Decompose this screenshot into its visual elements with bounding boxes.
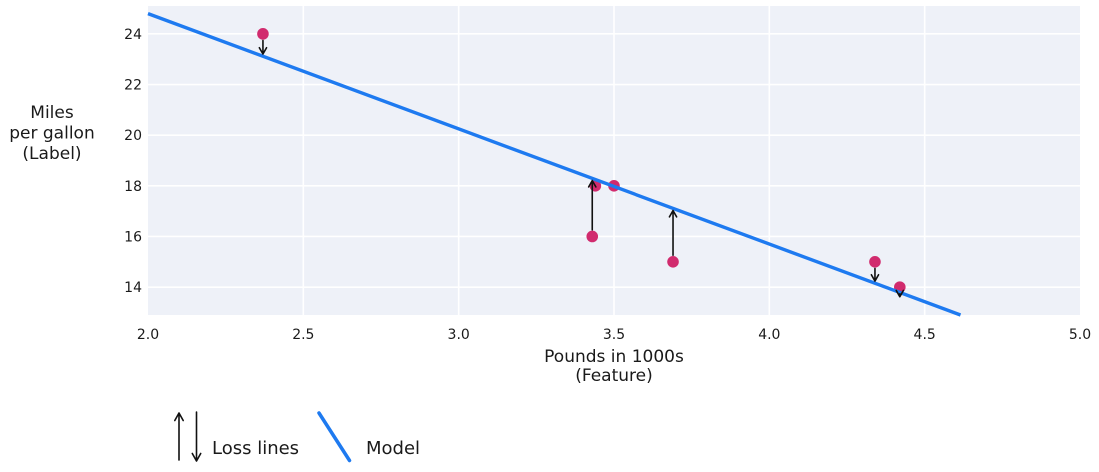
loss-arrow-down xyxy=(895,289,905,298)
model-regression-line xyxy=(147,12,962,317)
loss-arrow-down xyxy=(258,39,268,55)
y-tick-labels: 14 16 18 20 22 24 xyxy=(124,27,142,296)
loss-arrow-up xyxy=(587,179,597,231)
x-tick-label: 3.5 xyxy=(603,327,625,343)
x-tick-label: 4.5 xyxy=(914,327,936,343)
y-axis-label-line-1: Miles xyxy=(30,103,74,123)
legend-model-label: Model xyxy=(366,438,420,459)
y-tick-label: 18 xyxy=(124,179,142,195)
y-tick-label: 14 xyxy=(124,280,142,296)
x-axis-label-line-1: Pounds in 1000s xyxy=(544,347,684,367)
legend-model-line-icon xyxy=(317,411,352,463)
x-tick-label: 3.0 xyxy=(448,327,470,343)
loss-arrow-down xyxy=(870,267,880,282)
x-axis-label-line-2: (Feature) xyxy=(575,366,653,386)
y-axis-label-line-2: per gallon xyxy=(9,124,94,144)
y-tick-label: 22 xyxy=(124,78,142,94)
y-axis-label-line-3: (Label) xyxy=(22,144,81,164)
loss-arrow-up xyxy=(668,209,678,257)
x-tick-label: 2.5 xyxy=(292,327,314,343)
x-tick-label: 5.0 xyxy=(1069,327,1091,343)
y-tick-label: 20 xyxy=(124,128,142,144)
loss-up-arrow-icon xyxy=(174,412,184,461)
data-point xyxy=(586,230,599,243)
legend-loss-label: Loss lines xyxy=(212,438,299,459)
x-tick-label: 2.0 xyxy=(137,327,159,343)
y-tick-label: 16 xyxy=(124,229,142,245)
loss-down-arrow-icon xyxy=(191,411,202,462)
loss-arrows xyxy=(258,39,905,298)
data-point xyxy=(667,256,679,268)
legend: Loss lines Model xyxy=(174,411,420,463)
x-tick-labels: 2.0 2.5 3.0 3.5 4.0 4.5 5.0 xyxy=(137,327,1091,343)
data-point xyxy=(869,256,881,268)
model-line xyxy=(147,12,962,317)
x-tick-label: 4.0 xyxy=(758,327,780,343)
y-tick-label: 24 xyxy=(124,27,142,43)
data-point xyxy=(257,28,269,40)
